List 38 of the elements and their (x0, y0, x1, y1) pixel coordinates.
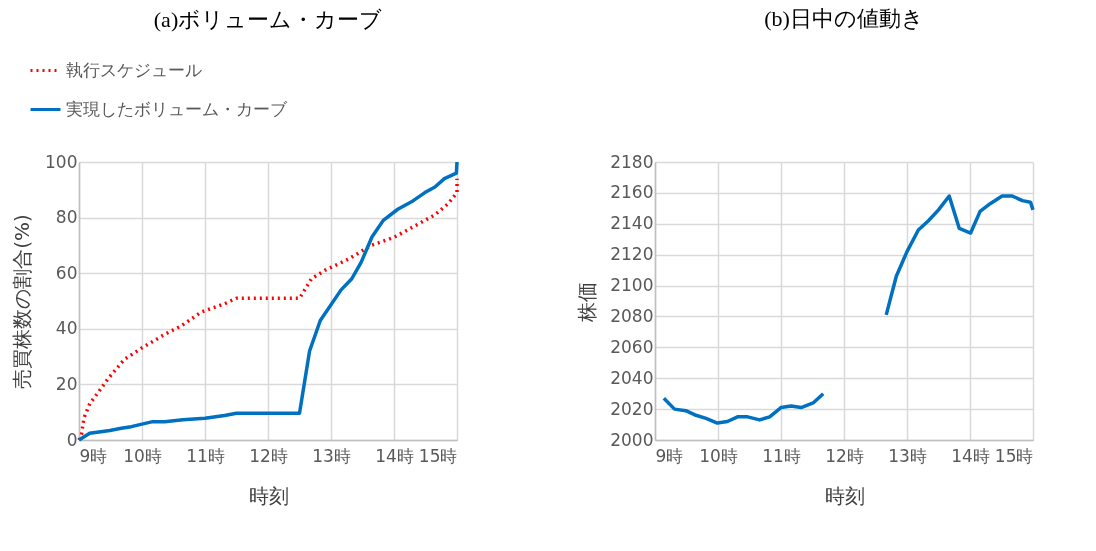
y-axis-title: 株価 (575, 281, 600, 323)
x-tick-label: 10時 (123, 445, 162, 466)
x-tick-label: 14時 (375, 445, 414, 466)
x-tick-label: 15時 (418, 445, 458, 466)
y-tick-label: 2120 (610, 244, 654, 265)
y-tick-label: 20 (55, 373, 78, 394)
x-tick-label: 11時 (186, 445, 225, 466)
x-tick-label: 13時 (888, 445, 927, 466)
y-tick-label: 2140 (610, 213, 654, 234)
y-tick-label: 2060 (610, 336, 654, 357)
x-axis-title: 時刻 (824, 483, 865, 508)
y-tick-label: 80 (55, 207, 78, 228)
x-tick-label: 10時 (699, 445, 738, 466)
y-tick-label: 0 (66, 429, 78, 450)
x-tick-label: 14時 (951, 445, 990, 466)
legend-label: 執行スケジュール (66, 59, 202, 80)
y-axis-title: 売買株数の割合(%) (10, 214, 35, 389)
chart-title: (b)日中の値動き (764, 6, 924, 31)
x-tick-label: 9時 (79, 445, 108, 466)
y-tick-label: 2080 (610, 305, 654, 326)
legend-label: 実現したボリューム・カーブ (66, 98, 288, 119)
y-tick-label: 100 (45, 151, 78, 172)
y-tick-label: 2100 (610, 275, 654, 296)
x-axis-title: 時刻 (248, 483, 289, 508)
x-tick-label: 15時 (994, 445, 1034, 466)
y-tick-label: 2000 (610, 429, 654, 450)
y-tick-label: 2160 (610, 182, 654, 203)
chart-title: (a)ボリューム・カーブ (153, 7, 383, 32)
y-tick-label: 40 (55, 318, 78, 339)
y-tick-label: 2180 (610, 151, 654, 172)
x-tick-label: 12時 (249, 445, 288, 466)
x-tick-label: 9時 (655, 445, 684, 466)
x-tick-label: 12時 (825, 445, 864, 466)
y-tick-label: 60 (55, 262, 78, 283)
y-tick-label: 2040 (610, 367, 654, 388)
y-tick-label: 2020 (610, 398, 654, 419)
x-tick-label: 11時 (762, 445, 801, 466)
x-tick-label: 13時 (312, 445, 351, 466)
